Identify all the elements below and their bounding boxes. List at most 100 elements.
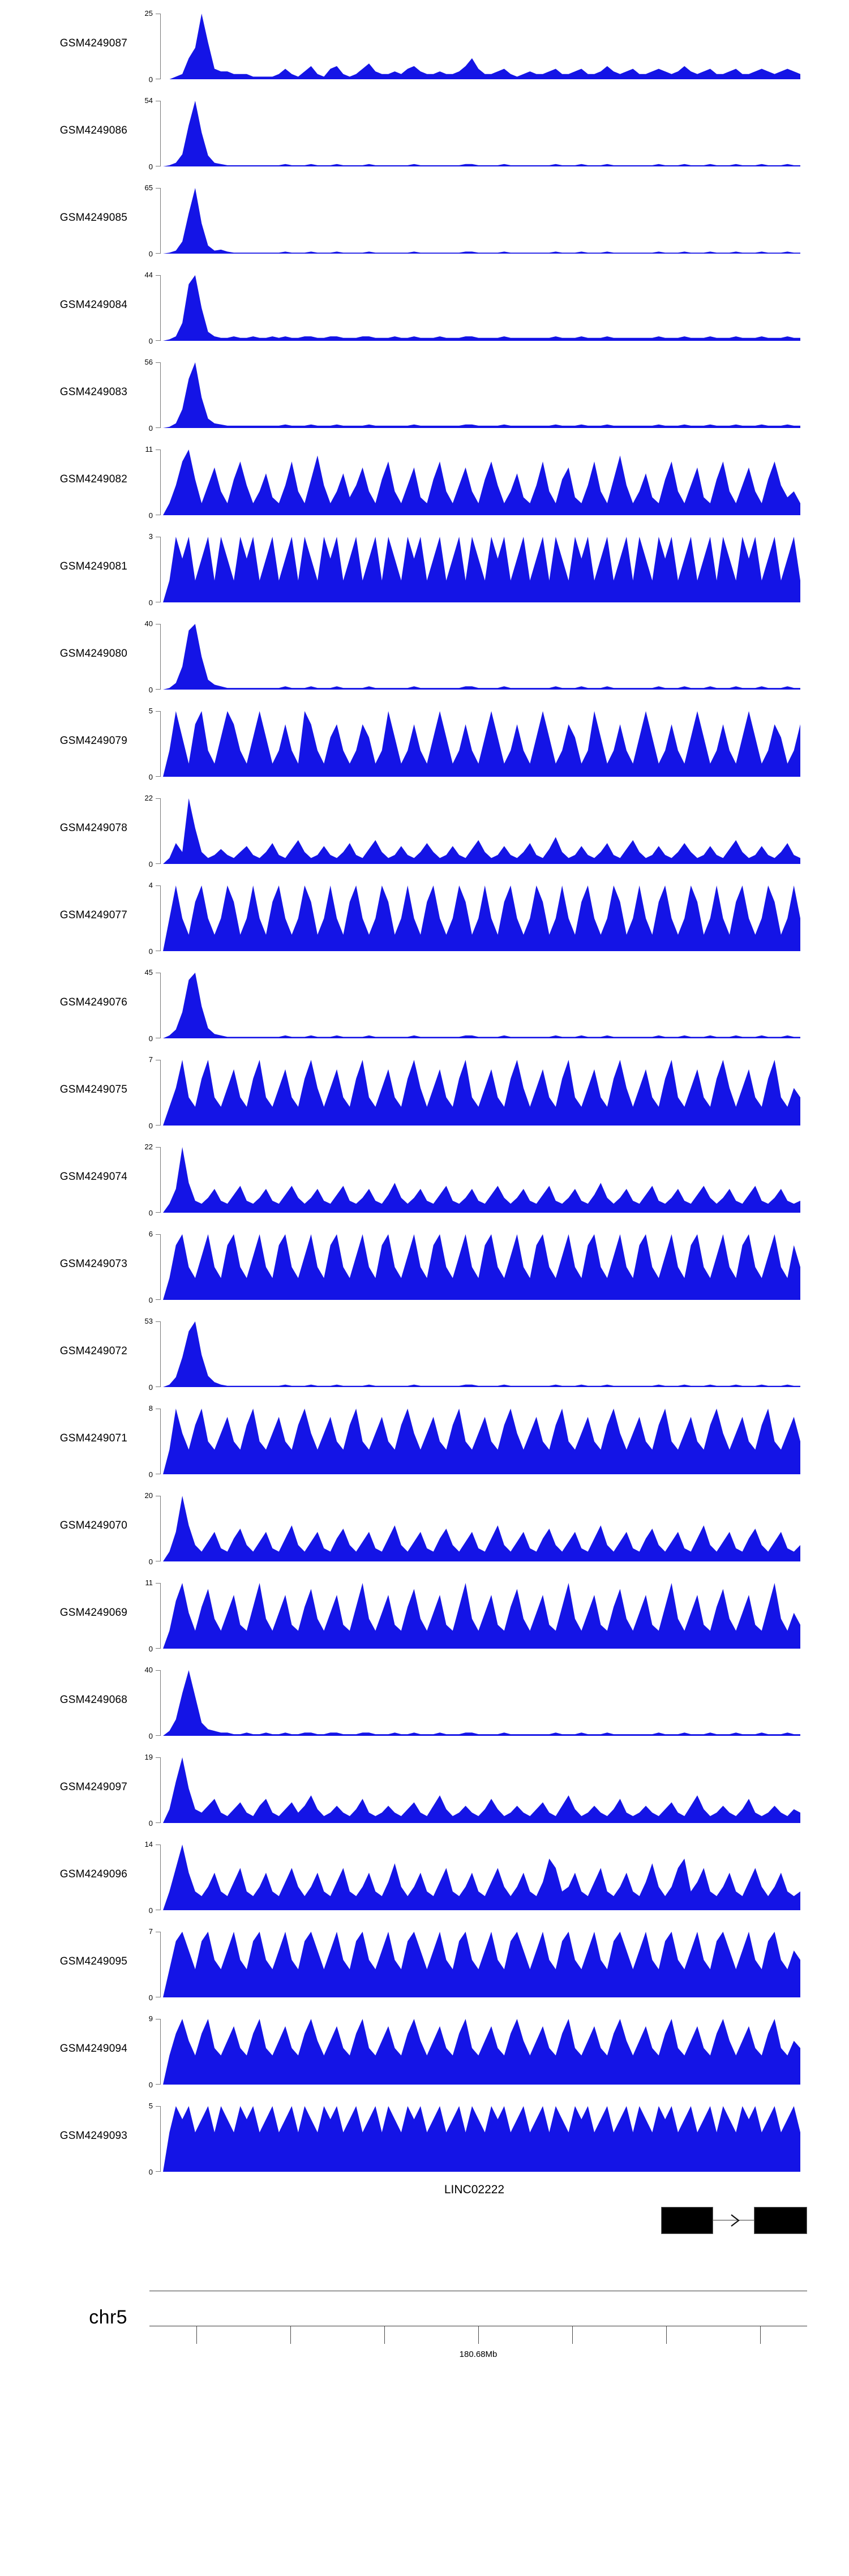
track-label: GSM4249087 xyxy=(59,37,127,49)
axis-coordinate-label: 180.68Mb xyxy=(459,2350,498,2359)
track-y-axis: 65 0 xyxy=(134,184,161,258)
coverage-track: GSM4249082 11 0 xyxy=(0,436,849,523)
gene-annotation-track: LINC02222 xyxy=(0,2180,849,2282)
exon-1[interactable] xyxy=(661,2207,713,2234)
coverage-track: GSM4249081 3 0 xyxy=(0,523,849,610)
axis-tick xyxy=(666,2326,667,2344)
track-label: GSM4249086 xyxy=(59,125,127,136)
gene-model[interactable] xyxy=(661,2207,807,2234)
coverage-plot[interactable] xyxy=(163,2019,800,2085)
track-y-axis: 22 0 xyxy=(134,1143,161,1217)
track-label: GSM4249078 xyxy=(59,822,127,834)
track-y-axis: 19 0 xyxy=(134,1753,161,1827)
axis-tick xyxy=(196,2326,197,2344)
coverage-track: GSM4249087 25 0 xyxy=(0,0,849,87)
axis-spine xyxy=(156,973,161,1038)
coverage-track: GSM4249068 40 0 xyxy=(0,1657,849,1744)
axis-max-label: 25 xyxy=(144,9,153,18)
coverage-track: GSM4249083 56 0 xyxy=(0,349,849,436)
coverage-plot[interactable] xyxy=(163,1845,800,1910)
axis-tick xyxy=(478,2326,479,2344)
coverage-plot[interactable] xyxy=(163,624,800,690)
coverage-plot[interactable] xyxy=(163,1496,800,1561)
axis-max-label: 7 xyxy=(148,1927,153,1936)
axis-spine xyxy=(156,2019,161,2085)
axis-max-label: 7 xyxy=(148,1055,153,1064)
coverage-plot[interactable] xyxy=(163,885,800,951)
axis-max-label: 6 xyxy=(148,1230,153,1238)
axis-max-label: 56 xyxy=(144,358,153,366)
track-label: GSM4249081 xyxy=(59,560,127,572)
axis-spine xyxy=(156,1932,161,1997)
axis-spine xyxy=(156,1845,161,1910)
coverage-track: GSM4249073 6 0 xyxy=(0,1221,849,1308)
axis-min-label: 0 xyxy=(148,2168,153,2176)
coverage-plot[interactable] xyxy=(163,1670,800,1736)
track-label: GSM4249069 xyxy=(59,1607,127,1619)
coverage-track: GSM4249084 44 0 xyxy=(0,262,849,349)
track-label: GSM4249094 xyxy=(59,2043,127,2055)
coverage-plot[interactable] xyxy=(163,537,800,602)
coverage-plot[interactable] xyxy=(163,14,800,79)
track-label: GSM4249097 xyxy=(59,1781,127,1793)
coverage-plot[interactable] xyxy=(163,1147,800,1213)
coverage-plot[interactable] xyxy=(163,1409,800,1474)
axis-min-label: 0 xyxy=(148,1296,153,1304)
genomic-axis[interactable]: 180.68Mb xyxy=(149,2291,807,2359)
axis-spine xyxy=(156,1147,161,1213)
gene-label-text: LINC02222 xyxy=(444,2183,505,2196)
coverage-plot[interactable] xyxy=(163,1234,800,1300)
axis-min-label: 0 xyxy=(148,511,153,520)
track-y-axis: 40 0 xyxy=(134,620,161,694)
axis-max-label: 11 xyxy=(145,1578,153,1587)
axis-min-label: 0 xyxy=(148,686,153,694)
coverage-plot[interactable] xyxy=(163,1583,800,1649)
axis-max-label: 5 xyxy=(148,2102,153,2110)
coverage-plot[interactable] xyxy=(163,101,800,166)
coverage-plot[interactable] xyxy=(163,362,800,428)
exon-2[interactable] xyxy=(754,2207,807,2234)
coverage-plot[interactable] xyxy=(163,1932,800,1997)
strand-arrow-icon xyxy=(731,2214,740,2227)
coverage-plot[interactable] xyxy=(163,798,800,864)
coverage-plot[interactable] xyxy=(163,188,800,254)
axis-max-label: 19 xyxy=(144,1753,153,1761)
axis-min-label: 0 xyxy=(148,1906,153,1915)
axis-tick xyxy=(384,2326,385,2344)
axis-min-label: 0 xyxy=(148,1122,153,1130)
axis-spine xyxy=(156,798,161,864)
axis-spine xyxy=(156,1583,161,1649)
coverage-plot[interactable] xyxy=(163,275,800,341)
coverage-track: GSM4249097 19 0 xyxy=(0,1744,849,1831)
coverage-track: GSM4249071 8 0 xyxy=(0,1395,849,1482)
coverage-plot[interactable] xyxy=(163,1321,800,1387)
track-y-axis: 22 0 xyxy=(134,794,161,868)
coverage-plot[interactable] xyxy=(163,973,800,1038)
coverage-plot[interactable] xyxy=(163,2106,800,2172)
axis-spine xyxy=(156,711,161,777)
axis-tick xyxy=(572,2326,573,2344)
axis-spine xyxy=(156,14,161,79)
coverage-plot[interactable] xyxy=(163,1060,800,1126)
axis-tick xyxy=(760,2326,761,2344)
coverage-plot[interactable] xyxy=(163,711,800,777)
axis-min-label: 0 xyxy=(148,75,153,84)
coverage-track: GSM4249076 45 0 xyxy=(0,959,849,1046)
axis-spine xyxy=(156,624,161,690)
coverage-plot[interactable] xyxy=(163,450,800,515)
axis-max-label: 22 xyxy=(144,1142,153,1151)
axis-max-label: 40 xyxy=(144,1666,153,1674)
track-y-axis: 11 0 xyxy=(134,446,161,519)
track-label: GSM4249068 xyxy=(59,1694,127,1706)
track-label: GSM4249077 xyxy=(59,909,127,921)
coverage-plot[interactable] xyxy=(163,1757,800,1823)
axis-spine xyxy=(156,1409,161,1474)
axis-max-label: 45 xyxy=(144,968,153,977)
track-y-axis: 54 0 xyxy=(134,97,161,170)
axis-min-label: 0 xyxy=(148,1819,153,1828)
